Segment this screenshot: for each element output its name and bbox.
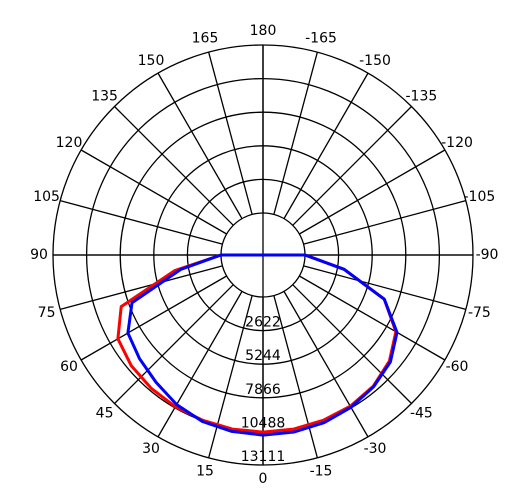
grid-spoke (299, 275, 446, 361)
radial-labels: 2622 5244 7866 10488 13111 (241, 315, 286, 465)
angle-label: -45 (410, 405, 433, 421)
angle-label: 165 (192, 31, 219, 47)
grid-spoke (273, 295, 318, 459)
grid-spoke (283, 72, 369, 219)
grid-ring (186, 178, 340, 332)
grid-spoke (114, 284, 234, 404)
angle-label: -30 (364, 441, 387, 457)
angle-label: 105 (33, 189, 60, 205)
radial-label: 13111 (241, 449, 286, 465)
angle-label: 135 (91, 89, 118, 105)
grid-spoke (157, 291, 243, 438)
grid-spoke (292, 284, 412, 404)
radial-label: 7866 (245, 382, 281, 398)
grid-spoke (59, 200, 223, 245)
grid-spoke (59, 265, 223, 310)
grid-spoke (292, 106, 412, 226)
angle-label: -135 (406, 89, 438, 105)
angle-label: 15 (196, 463, 214, 479)
angle-label: -105 (464, 189, 496, 205)
angle-label: 120 (56, 135, 83, 151)
angle-label: -15 (310, 463, 333, 479)
angle-label: 150 (138, 53, 165, 69)
grid-spoke (273, 51, 318, 215)
angle-label: -75 (468, 305, 491, 321)
grid-spoke (208, 51, 253, 215)
grid-spoke (283, 291, 369, 438)
angle-label: 75 (38, 305, 56, 321)
angle-label: -60 (446, 359, 469, 375)
grid-spoke (80, 149, 227, 235)
angle-label: 0 (259, 471, 268, 487)
angle-label: -120 (441, 135, 473, 151)
angle-label: -90 (476, 247, 499, 263)
grid-ring (52, 44, 474, 466)
grid-spoke (157, 72, 243, 219)
radial-label: 5244 (245, 348, 281, 364)
angle-label: 180 (250, 23, 277, 39)
angle-label: -165 (305, 31, 337, 47)
intensity-curves (116, 253, 399, 437)
grid-spoke (80, 275, 227, 361)
grid-spoke (299, 149, 446, 235)
angle-label: -150 (359, 53, 391, 69)
grid-spoke (208, 295, 253, 459)
angle-label: 60 (60, 359, 78, 375)
angle-label: 45 (96, 405, 114, 421)
grid-ring (153, 145, 373, 365)
angle-label: 30 (142, 441, 160, 457)
grid-spoke (114, 106, 234, 226)
grid-spoke (303, 265, 467, 310)
grid-spoke (303, 200, 467, 245)
radial-label: 10488 (241, 415, 286, 431)
angle-label: 90 (30, 247, 48, 263)
grid-ring (119, 111, 407, 399)
intensity-curve-2 (126, 253, 399, 437)
radial-label: 2622 (245, 315, 281, 331)
